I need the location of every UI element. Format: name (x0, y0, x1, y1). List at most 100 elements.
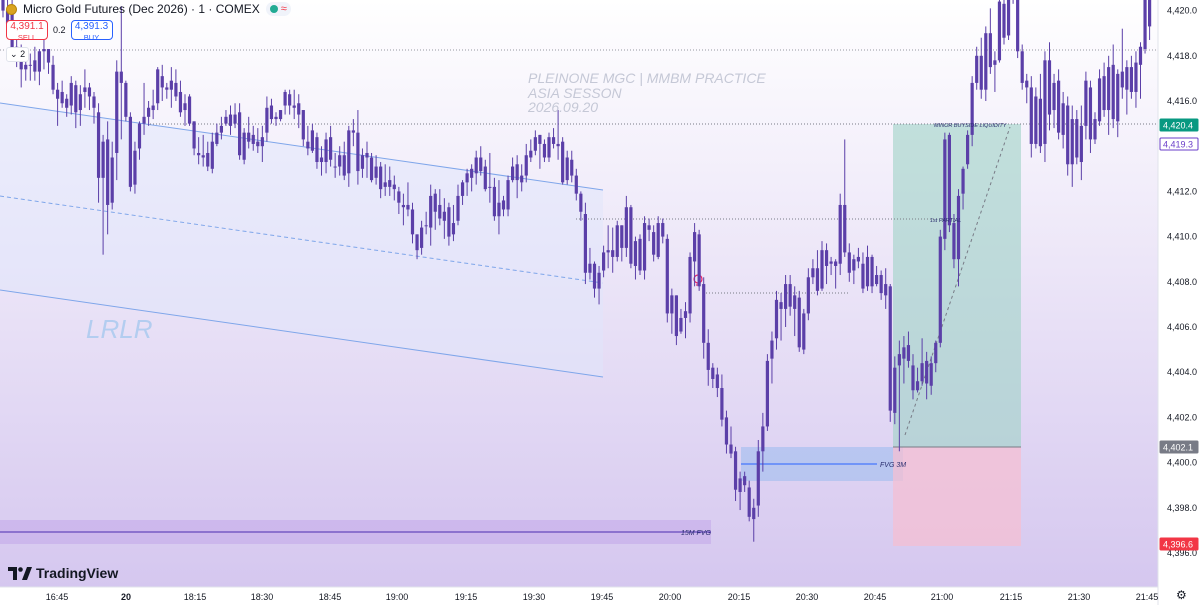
tradingview-logo[interactable]: TradingView (8, 565, 118, 581)
candle (661, 218, 665, 244)
market-status[interactable]: ≈ (265, 2, 291, 16)
candle (1029, 76, 1033, 158)
candle (711, 363, 715, 389)
candle (447, 202, 451, 246)
sell-button[interactable]: 4,391.1 SELL (6, 20, 48, 42)
y-tick-label: 4,408.0 (1167, 277, 1197, 287)
candle (738, 471, 742, 511)
watermark-line1: PLEINONE MGC | MMBM PRACTICE (528, 70, 766, 86)
position-target-zone[interactable] (893, 124, 1021, 447)
indicators-collapse-button[interactable]: ⌄ 2 (6, 47, 30, 62)
candle (83, 69, 87, 108)
spread-value: 0.2 (53, 25, 66, 35)
candle (74, 80, 78, 129)
candle (265, 96, 269, 142)
candle (1061, 91, 1065, 149)
position-stop-zone[interactable] (893, 447, 1021, 546)
candle (87, 82, 92, 111)
x-tick-label: 18:15 (184, 592, 207, 602)
x-tick-label: 18:30 (251, 592, 274, 602)
candle (465, 168, 469, 196)
symbol-title[interactable]: Micro Gold Futures (Dec 2026) · 1 · COME… (23, 2, 260, 16)
candle (1120, 28, 1124, 99)
candle (1034, 87, 1038, 149)
candle (834, 259, 838, 289)
candle (952, 214, 956, 269)
candle (1107, 55, 1111, 135)
candle (556, 110, 560, 160)
indicators-count: 2 (20, 49, 26, 59)
tradingview-wordmark: TradingView (36, 565, 119, 581)
candle (1075, 110, 1079, 165)
candle (993, 51, 997, 92)
candle (788, 275, 792, 316)
candle (1006, 0, 1011, 40)
candle (1057, 69, 1061, 140)
candle (624, 195, 628, 257)
candle (238, 103, 242, 160)
candle (269, 98, 274, 124)
candle (752, 498, 756, 542)
y-tick-label: 4,406.0 (1167, 322, 1197, 332)
candle (456, 184, 460, 226)
annotation-label[interactable]: 15M FVG (681, 530, 712, 537)
candle (401, 193, 405, 226)
buy-label: BUY (83, 32, 100, 42)
candle (342, 141, 346, 181)
candle (351, 119, 355, 147)
candle (433, 189, 437, 230)
candle (629, 204, 633, 269)
candle (383, 164, 387, 196)
candle (424, 211, 428, 235)
candles-group (1, 0, 1152, 542)
annotation-label[interactable]: LRLR (86, 314, 152, 344)
symbol-header[interactable]: Micro Gold Futures (Dec 2026) · 1 · COME… (6, 2, 291, 16)
candle (520, 164, 524, 192)
candle (379, 162, 383, 199)
market-open-icon (269, 5, 278, 13)
candle (147, 101, 151, 126)
candle (642, 216, 647, 280)
candle (438, 189, 442, 226)
candle (460, 180, 465, 205)
settings-icon[interactable]: ⚙ (1176, 588, 1187, 602)
time-axis[interactable]: 16:45 20 18:15 18:30 18:45 19:00 19:15 19:30 19:… (46, 592, 1159, 602)
buy-button[interactable]: 4,391.3 BUY (70, 20, 113, 42)
candle (1138, 42, 1143, 99)
candle (124, 80, 128, 122)
candle (174, 69, 178, 101)
annotation-label[interactable]: FVG 3M (880, 462, 906, 469)
candle (984, 26, 988, 101)
candle (583, 202, 587, 285)
candle (538, 134, 542, 169)
candle (542, 139, 547, 163)
candle (674, 295, 678, 346)
candle (315, 132, 319, 169)
watermark-line3: 2026.09.20 (527, 99, 598, 115)
candle (897, 340, 901, 452)
candle (920, 338, 924, 386)
candle (1097, 69, 1102, 126)
trade-panel: 4,391.1 SELL 0.2 4,391.3 BUY (6, 20, 113, 42)
candle (929, 356, 933, 395)
candle (547, 132, 551, 163)
candle (1047, 42, 1052, 131)
candle (69, 76, 73, 115)
annotation-label[interactable]: 1st PARTIAL (930, 218, 961, 224)
candle (160, 64, 164, 101)
annotation-label[interactable]: MINOR BUYSIDE LIQUIDITY (934, 123, 1007, 129)
y-tick-label: 4,402.0 (1167, 412, 1197, 422)
candle (247, 116, 251, 149)
candle (1102, 62, 1106, 117)
svg-text:4,419.3: 4,419.3 (1163, 140, 1193, 150)
candle (697, 229, 701, 291)
candle (1070, 105, 1074, 187)
candle (397, 186, 401, 214)
candle (511, 157, 515, 183)
svg-text:4,420.4: 4,420.4 (1163, 121, 1193, 131)
candle (178, 80, 183, 117)
candle (602, 245, 606, 278)
candle (693, 223, 697, 287)
